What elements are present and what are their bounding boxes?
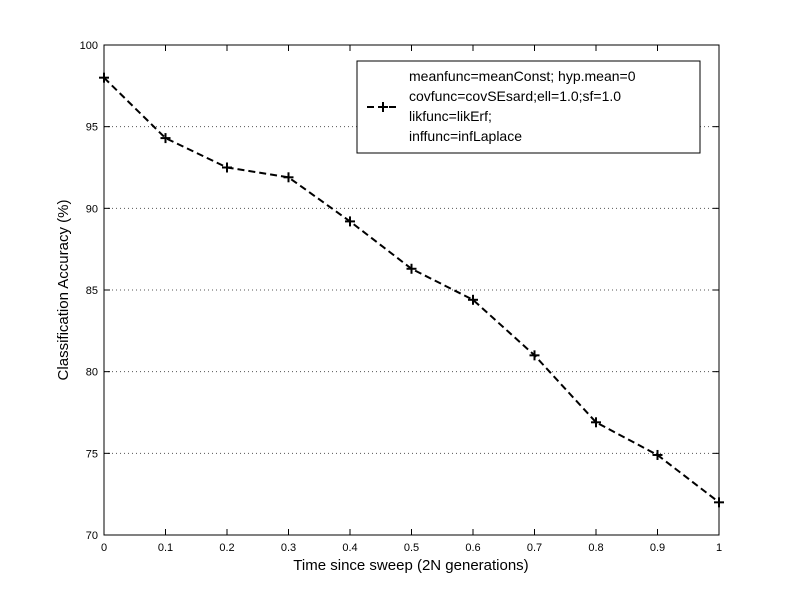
x-tick-label: 0.7 [527,542,542,554]
series-layer [99,72,724,508]
y-tick-label: 85 [86,285,98,297]
x-tick-label: 1 [716,542,722,554]
legend-entry-line: inffunc=infLaplace [409,128,522,144]
axis-ticks: 70 75 80 85 90 95 100 0 0.1 0.2 0.3 0.4 0.5 0.6 0.7 0.8… [80,40,722,554]
data-point-marker [652,449,663,460]
legend: meanfunc=meanConst; hyp.mean=0 covfunc=co… [356,60,701,154]
data-point-marker [591,417,601,428]
legend-box [356,60,701,154]
x-tick-label: 0.5 [404,542,419,554]
x-tick-label: 0.9 [650,542,665,554]
y-tick-label: 75 [86,448,98,460]
x-tick-label: 0.2 [219,542,234,554]
x-tick-label: 0.3 [281,542,296,554]
x-tick-label: 0.4 [342,542,357,554]
x-tick-label: 0.8 [588,542,603,554]
data-point-marker [222,162,232,173]
legend-marker-sample [378,102,388,112]
data-point-marker [468,294,478,305]
data-point-marker [99,72,109,83]
data-point-marker [406,263,417,274]
data-point-marker [714,497,724,508]
legend-entry-line: covfunc=covSEsard;ell=1.0;sf=1.0 [409,88,621,104]
legend-entry-line: likfunc=likErf; [409,108,492,124]
data-point-marker [529,350,540,361]
y-tick-label: 95 [86,122,98,134]
y-tick-label: 100 [80,40,98,52]
x-tick-label: 0.6 [465,542,480,554]
data-point-marker [283,172,294,183]
x-tick-label: 0.1 [158,542,173,554]
y-tick-label: 70 [86,530,98,542]
y-tick-label: 90 [86,203,98,215]
x-tick-label: 0 [101,542,107,554]
x-axis-label: Time since sweep (2N generations) [293,557,528,574]
y-tick-label: 80 [86,367,98,379]
data-point-marker [160,133,171,144]
data-point-marker [345,216,355,227]
y-axis-label: Classification Accuracy (%) [55,200,72,381]
legend-entry-line: meanfunc=meanConst; hyp.mean=0 [409,68,636,84]
